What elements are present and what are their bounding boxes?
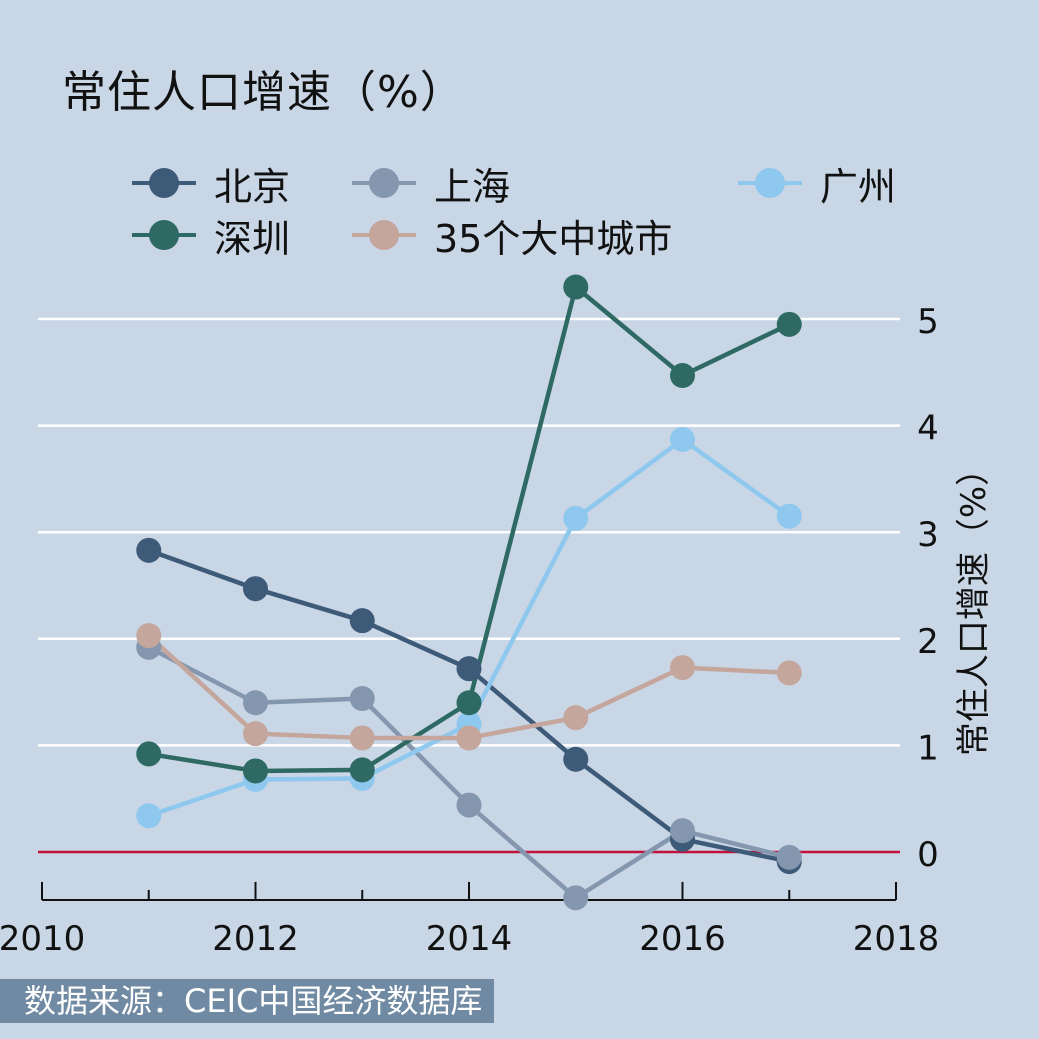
- y-tick-label-0: 0: [917, 835, 939, 875]
- data-point-3-1: [243, 758, 268, 784]
- data-point-4-3: [456, 725, 482, 751]
- data-point-2-5: [670, 426, 695, 452]
- data-point-0-0: [136, 537, 162, 563]
- data-point-0-4: [563, 746, 589, 772]
- data-point-4-2: [349, 725, 375, 751]
- legend-label: 35个大中城市: [434, 216, 673, 261]
- chart-title: 常住人口增速（%）: [62, 67, 465, 118]
- data-point-1-2: [349, 685, 375, 711]
- data-point-4-6: [776, 660, 802, 686]
- data-point-1-4: [563, 885, 589, 911]
- data-point-3-6: [776, 311, 802, 337]
- y-axis-label: 常住人口增速（%）: [954, 452, 994, 756]
- legend-label: 深圳: [214, 216, 291, 261]
- data-point-2-6: [776, 503, 802, 529]
- legend-swatch: [352, 220, 416, 250]
- legend-swatch: [352, 168, 416, 198]
- data-source-note: 数据来源：CEIC中国经济数据库: [0, 979, 495, 1023]
- legend-item: 35个大中城市: [352, 210, 673, 261]
- legend-label: 北京: [214, 164, 291, 209]
- legend-item: 上海: [352, 158, 511, 209]
- legend-swatch: [738, 168, 802, 198]
- data-point-1-1: [243, 690, 268, 716]
- x-tick-label-4: 2018: [853, 919, 940, 959]
- y-tick-label-2: 2: [917, 622, 939, 662]
- y-tick-label-3: 3: [917, 515, 939, 555]
- data-point-0-1: [243, 576, 268, 602]
- data-point-4-4: [563, 705, 589, 731]
- legend-swatch: [132, 220, 196, 250]
- x-tick-label-3: 2016: [639, 919, 726, 959]
- y-tick-label-1: 1: [917, 728, 939, 768]
- data-point-1-6: [776, 844, 802, 870]
- data-point-2-4: [563, 505, 589, 531]
- data-point-3-0: [136, 741, 162, 767]
- data-point-4-5: [670, 655, 695, 681]
- data-point-0-3: [456, 656, 482, 682]
- data-point-3-4: [563, 274, 589, 300]
- y-tick-label-5: 5: [917, 302, 939, 342]
- data-point-2-0: [136, 803, 162, 829]
- legend-swatch: [132, 168, 196, 198]
- x-tick-label-0: 2010: [0, 919, 85, 959]
- legend-label: 上海: [434, 164, 511, 209]
- data-point-3-2: [349, 757, 375, 783]
- series-line-2: [148, 437, 791, 818]
- data-point-1-3: [456, 792, 482, 818]
- data-point-4-1: [243, 721, 268, 747]
- data-point-1-5: [670, 818, 695, 844]
- x-tick-label-1: 2012: [212, 919, 299, 959]
- data-point-0-2: [349, 608, 375, 634]
- legend-item: 深圳: [132, 210, 291, 261]
- data-point-3-3: [456, 690, 482, 716]
- y-tick-label-4: 4: [917, 409, 939, 449]
- legend-item: 广州: [738, 158, 897, 209]
- legend-label: 广州: [820, 164, 897, 209]
- data-point-4-0: [136, 623, 162, 649]
- data-point-3-5: [670, 362, 695, 388]
- x-tick-label-2: 2014: [426, 919, 513, 959]
- legend-item: 北京: [132, 158, 291, 209]
